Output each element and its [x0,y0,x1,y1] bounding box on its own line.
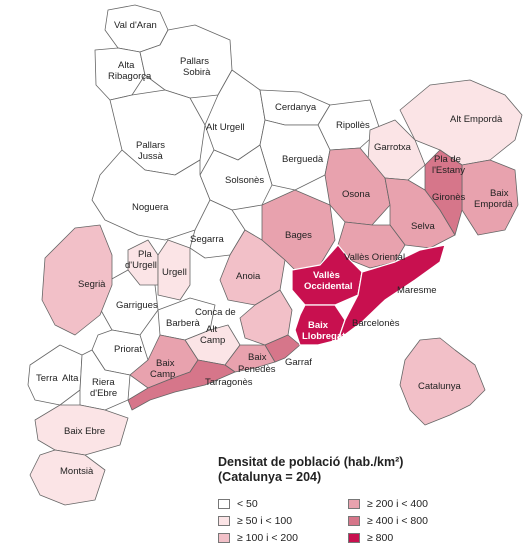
label-valles-occidental-1: Vallès [313,270,340,281]
label-priorat: Priorat [114,344,142,355]
region-baix-ebre [34,404,129,456]
label-barcelones: Barcelonès [352,318,400,329]
label-solsones: Solsonès [225,175,264,186]
region-girones [424,149,463,236]
legend-swatch [218,498,230,509]
label-catalunya: Catalunya [418,381,461,392]
label-valles-oriental: Vallès Oriental [344,252,405,263]
legend-item: ≥ 400 i < 800 [348,514,498,527]
legend-swatch [218,532,230,543]
label-urgell: Urgell [162,267,187,278]
label-bergueda: Berguedà [282,154,324,165]
region-catalunya-island [399,337,486,426]
legend-item: ≥ 100 i < 200 [218,531,348,544]
legend-swatch [218,515,230,526]
label-alt-urgell: Alt Urgell [206,122,245,133]
label-pla-urgell-2: d'Urgell [125,260,157,271]
label-pallars-sobira-2: Sobirà [183,67,211,78]
region-terra-alta [27,344,83,406]
legend-label: ≥ 100 i < 200 [237,531,298,544]
label-montsia: Montsià [60,466,94,477]
label-valles-occidental-2: Occidental [304,281,353,292]
region-terrassa-zone [239,289,293,346]
label-ribera-1: Riera [92,377,115,388]
label-garrigues: Garrigues [116,300,158,311]
label-conca-2: Barberà [166,318,201,329]
label-val-daran: Val d'Aran [114,20,157,31]
label-osona: Osona [342,189,371,200]
label-garraf: Garraf [285,357,312,368]
label-baix-camp-1: Baix [156,358,175,369]
label-alt-emporda: Alt Empordà [450,114,503,125]
label-noguera: Noguera [132,202,169,213]
label-alt-camp-1: Alt [206,324,217,335]
label-segria: Segrià [78,279,106,290]
label-segarra: Segarra [190,234,225,245]
region-alt-emporda [399,79,523,166]
region-baix-emporda [461,159,519,236]
label-baix-ebre: Baix Ebre [64,426,105,437]
label-baix-llobregat-1: Baix [308,320,329,331]
label-tarragones: Tarragonès [205,377,253,388]
legend-label: ≥ 400 i < 800 [367,514,428,527]
label-terra-alta-2: Alta [62,373,79,384]
density-legend: Densitat de població (hab./km²) (Catalun… [218,455,528,544]
region-tarragones [127,359,236,411]
legend-items: < 50 ≥ 200 i < 400 ≥ 50 i < 100 ≥ 400 i … [218,497,528,544]
legend-title-line1: Densitat de població (hab./km²) [218,455,404,469]
legend-label: < 50 [237,497,258,510]
label-maresme: Maresme [397,285,437,296]
label-baix-emporda-1: Baix [490,188,509,199]
label-pla-estany-1: Pla de [434,154,461,165]
label-pallars-jussa-2: Jussà [138,151,164,162]
label-terra-alta-1: Terra [36,373,58,384]
legend-title-line2: (Catalunya = 204) [218,470,322,484]
legend-label: ≥ 50 i < 100 [237,514,293,527]
legend-item: < 50 [218,497,348,510]
label-ripolles: Ripollès [336,120,370,131]
region-garraf [264,334,301,363]
label-baix-penedes-2: Penedès [238,364,276,375]
region-urgell [157,239,191,301]
label-baix-camp-2: Camp [150,369,175,380]
region-selva [384,177,456,249]
label-ribera-2: d'Ebre [90,388,117,399]
label-conca-1: Conca de [195,307,236,318]
label-baix-emporda-2: Empordà [474,199,513,210]
label-pla-estany-2: l'Estany [432,165,465,176]
label-pla-urgell-1: Pla [138,249,152,260]
label-alta-ribagorca-1: Alta [118,60,135,71]
region-barcelones-maresme [337,244,446,341]
label-alt-camp-2: Camp [200,335,225,346]
region-segria [41,224,113,336]
legend-swatch [348,515,360,526]
label-pallars-jussa-1: Pallars [136,140,165,151]
label-bages: Bages [285,230,312,241]
legend-item: ≥ 200 i < 400 [348,497,498,510]
label-pallars-sobira-1: Pallars [180,56,209,67]
label-baix-penedes-1: Baix [248,352,267,363]
label-garrotxa: Garrotxa [374,142,412,153]
legend-label: ≥ 800 [367,531,394,544]
label-baix-llobregat-2: Llobregat [302,331,346,342]
region-alta-ribagorca [94,47,146,101]
legend-item: ≥ 50 i < 100 [218,514,348,527]
label-anoia: Anoia [236,271,261,282]
label-alta-ribagorca-2: Ribagorça [108,71,152,82]
legend-label: ≥ 200 i < 400 [367,497,428,510]
legend-swatch [348,498,360,509]
legend-swatch [348,532,360,543]
region-montsia [29,449,106,506]
label-girones: Gironès [432,192,466,203]
label-selva: Selva [411,221,435,232]
legend-item: ≥ 800 [348,531,498,544]
label-cerdanya: Cerdanya [275,102,317,113]
